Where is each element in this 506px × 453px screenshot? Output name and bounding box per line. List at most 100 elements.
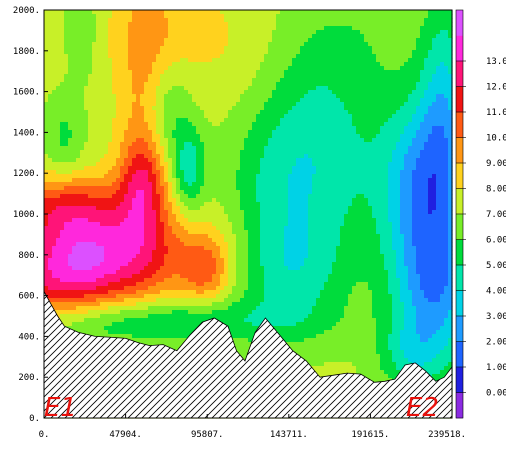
contour-cell: [120, 314, 125, 319]
contour-cell: [108, 34, 113, 39]
contour-cell: [96, 222, 101, 227]
contour-cell: [108, 98, 113, 103]
contour-cell: [148, 26, 153, 31]
contour-cell: [144, 174, 149, 179]
contour-cell: [128, 50, 133, 55]
contour-cell: [192, 226, 197, 231]
contour-cell: [76, 38, 81, 43]
contour-cell: [204, 114, 209, 119]
contour-cell: [100, 206, 105, 211]
contour-cell: [184, 154, 189, 159]
contour-cell: [60, 10, 65, 15]
contour-cell: [152, 290, 157, 295]
contour-cell: [156, 214, 161, 219]
contour-cell: [80, 314, 85, 319]
contour-cell: [224, 174, 229, 179]
contour-cell: [204, 170, 209, 175]
contour-cell: [56, 146, 61, 151]
contour-cell: [116, 250, 121, 255]
contour-cell: [144, 186, 149, 191]
contour-cell: [104, 118, 109, 123]
contour-cell: [164, 214, 169, 219]
contour-cell: [200, 86, 205, 91]
contour-cell: [68, 206, 73, 211]
contour-cell: [188, 38, 193, 43]
contour-cell: [48, 178, 53, 183]
contour-cell: [60, 66, 65, 71]
contour-cell: [188, 26, 193, 31]
contour-cell: [76, 146, 81, 151]
contour-cell: [104, 130, 109, 135]
contour-cell: [216, 62, 221, 67]
contour-cell: [52, 158, 57, 163]
contour-cell: [212, 266, 217, 271]
contour-cell: [176, 42, 181, 47]
contour-cell: [148, 314, 153, 319]
contour-cell: [128, 218, 133, 223]
contour-cell: [112, 302, 117, 307]
contour-cell: [148, 306, 153, 311]
contour-cell: [220, 138, 225, 143]
contour-cell: [204, 138, 209, 143]
contour-cell: [232, 22, 237, 27]
contour-cell: [156, 146, 161, 151]
contour-cell: [84, 222, 89, 227]
contour-cell: [168, 14, 173, 19]
contour-cell: [212, 118, 217, 123]
contour-cell: [68, 314, 73, 319]
contour-cell: [64, 234, 69, 239]
contour-cell: [116, 58, 121, 63]
contour-cell: [104, 274, 109, 279]
contour-cell: [228, 166, 233, 171]
contour-cell: [216, 158, 221, 163]
contour-cell: [180, 278, 185, 283]
contour-cell: [148, 338, 153, 343]
contour-cell: [132, 90, 137, 95]
contour-cell: [124, 146, 129, 151]
contour-cell: [136, 142, 141, 147]
contour-cell: [232, 38, 237, 43]
contour-cell: [100, 102, 105, 107]
contour-cell: [128, 30, 133, 35]
contour-cell: [56, 238, 61, 243]
contour-cell: [88, 310, 93, 315]
contour-cell: [112, 254, 117, 259]
contour-cell: [72, 18, 77, 23]
contour-cell: [60, 34, 65, 39]
contour-cell: [112, 246, 117, 251]
contour-cell: [72, 38, 77, 43]
contour-cell: [236, 266, 241, 271]
contour-cell: [72, 190, 77, 195]
contour-cell: [56, 246, 61, 251]
contour-cell: [104, 310, 109, 315]
contour-cell: [200, 290, 205, 295]
contour-cell: [44, 214, 49, 219]
contour-cell: [192, 10, 197, 15]
contour-cell: [68, 146, 73, 151]
contour-cell: [144, 126, 149, 131]
contour-cell: [208, 314, 213, 319]
contour-cell: [100, 130, 105, 135]
contour-cell: [168, 326, 173, 331]
contour-cell: [148, 234, 153, 239]
contour-cell: [132, 126, 137, 131]
contour-cell: [116, 266, 121, 271]
contour-cell: [192, 38, 197, 43]
contour-cell: [236, 110, 241, 115]
contour-cell: [68, 214, 73, 219]
contour-cell: [140, 310, 145, 315]
contour-cell: [96, 118, 101, 123]
contour-cell: [92, 138, 97, 143]
contour-cell: [96, 34, 101, 39]
contour-cell: [48, 90, 53, 95]
contour-cell: [136, 202, 141, 207]
contour-cell: [196, 74, 201, 79]
contour-cell: [128, 282, 133, 287]
contour-cell: [228, 266, 233, 271]
contour-cell: [184, 114, 189, 119]
contour-cell: [172, 10, 177, 15]
contour-cell: [140, 230, 145, 235]
contour-cell: [84, 310, 89, 315]
contour-cell: [136, 282, 141, 287]
contour-cell: [220, 86, 225, 91]
